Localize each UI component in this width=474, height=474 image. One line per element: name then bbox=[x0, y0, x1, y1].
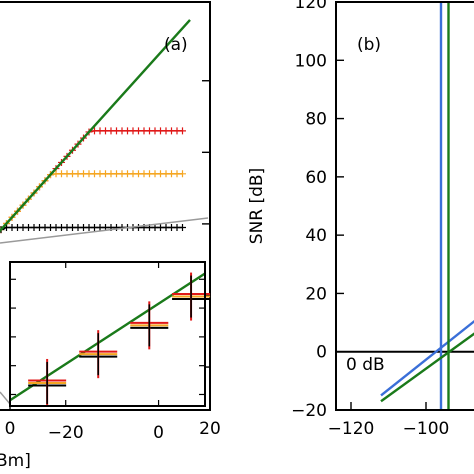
zoom-connector-bottom bbox=[0, 391, 11, 405]
panel-a-series-2-marker-35 bbox=[179, 223, 186, 231]
panel-a-series-0-marker-35 bbox=[179, 127, 186, 135]
panel-b-y-tick-label-6: 100 bbox=[295, 51, 327, 71]
inset-x-tick-label-1: 0 bbox=[153, 423, 164, 443]
panel-a-reference-line bbox=[0, 19, 191, 233]
panel-a-x-tick-label-0: 0 bbox=[5, 419, 16, 439]
panel-b-label: (b) bbox=[357, 35, 381, 55]
panel-a-series-1-marker-35 bbox=[179, 170, 186, 178]
inset-x-tick-label-0: −20 bbox=[48, 423, 84, 443]
panel-a-x-tick-label-1: 20 bbox=[199, 419, 221, 439]
panel-a-xlabel: Bm] bbox=[0, 451, 31, 471]
panel-b-y-tick-label-0: −20 bbox=[291, 401, 327, 421]
panel-b-line-0 bbox=[380, 319, 474, 397]
panel-b-x-tick-label-0: −120 bbox=[328, 419, 375, 439]
inset-marks bbox=[9, 272, 211, 407]
panel-a: 0 20 (a) Bm] bbox=[0, 1, 221, 471]
panel-b-y-tick-label-5: 80 bbox=[305, 110, 327, 130]
panel-a-marks bbox=[0, 19, 191, 234]
inset-frame bbox=[9, 261, 206, 407]
panel-a-ticks: 0 20 bbox=[5, 80, 221, 439]
inset-background bbox=[10, 262, 205, 406]
panel-b-y-tick-label-7: 120 bbox=[295, 0, 327, 13]
panel-b-y-tick-label-4: 60 bbox=[305, 168, 327, 188]
panel-a-frame bbox=[0, 1, 211, 411]
panel-b-y-tick-label-1: 0 bbox=[316, 343, 327, 363]
panel-b-ticks: −20 0 20 40 60 80 100 120 −120 −100 bbox=[291, 0, 449, 439]
inset: −20 0 bbox=[9, 261, 211, 443]
panel-a-label: (a) bbox=[164, 35, 188, 55]
inset-ticks: −20 0 bbox=[10, 262, 205, 443]
zoom-connector-top bbox=[0, 217, 209, 244]
panel-b-y-tick-label-3: 40 bbox=[305, 226, 327, 246]
panel-b-marks bbox=[336, 2, 474, 410]
hline-label: 0 dB bbox=[346, 355, 385, 375]
panel-b-frame bbox=[335, 1, 474, 411]
panel-b-line-1 bbox=[380, 332, 474, 403]
panel-b-x-tick-label-1: −100 bbox=[403, 419, 450, 439]
panel-b-y-tick-label-2: 20 bbox=[305, 284, 327, 304]
panel-b-ylabel: SNR [dB] bbox=[247, 168, 267, 244]
